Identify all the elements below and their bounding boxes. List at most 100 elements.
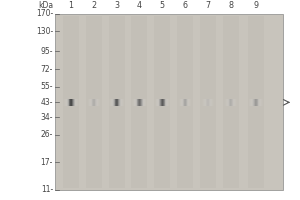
Bar	[163, 99, 164, 106]
Bar	[186, 99, 187, 106]
Bar	[213, 99, 214, 106]
Text: 1: 1	[68, 1, 74, 10]
Bar	[123, 99, 124, 106]
Bar	[169, 99, 170, 106]
Bar	[99, 99, 100, 106]
Bar	[170, 99, 171, 106]
Bar	[156, 99, 157, 106]
Bar	[110, 99, 111, 106]
Bar	[136, 99, 137, 106]
Bar	[232, 99, 233, 106]
Bar	[64, 99, 65, 106]
Bar	[116, 99, 117, 106]
Bar	[70, 99, 71, 106]
Bar	[181, 99, 182, 106]
Bar	[200, 16, 216, 188]
Bar	[97, 99, 98, 106]
Bar	[135, 99, 136, 106]
Text: 72-: 72-	[40, 65, 53, 74]
Bar	[142, 99, 143, 106]
Bar	[138, 99, 139, 106]
Bar	[154, 99, 155, 106]
Bar	[68, 99, 69, 106]
Bar	[252, 99, 253, 106]
Bar	[158, 99, 159, 106]
Bar	[248, 16, 264, 188]
Bar	[109, 99, 110, 106]
Bar	[90, 99, 91, 106]
Bar	[164, 99, 165, 106]
Bar	[256, 99, 257, 106]
Bar	[111, 99, 112, 106]
Bar	[112, 99, 113, 106]
Bar	[67, 99, 68, 106]
Bar	[139, 99, 140, 106]
Bar	[95, 99, 96, 106]
Bar	[161, 99, 162, 106]
Bar	[209, 99, 210, 106]
Bar	[118, 99, 119, 106]
Bar	[117, 99, 118, 106]
Bar	[234, 99, 235, 106]
Bar	[120, 99, 121, 106]
Text: 95-: 95-	[40, 47, 53, 56]
Bar	[233, 99, 234, 106]
Bar	[143, 99, 144, 106]
Bar	[137, 99, 138, 106]
Bar	[147, 99, 148, 106]
Bar	[166, 99, 167, 106]
Bar	[63, 99, 64, 106]
Bar	[86, 99, 87, 106]
Bar	[192, 99, 193, 106]
Text: 5: 5	[160, 1, 165, 10]
Bar	[190, 99, 191, 106]
Text: 34-: 34-	[40, 113, 53, 122]
Bar	[88, 99, 89, 106]
Bar	[257, 99, 258, 106]
Bar	[165, 99, 166, 106]
Bar	[169, 99, 170, 106]
Bar	[201, 99, 202, 106]
Bar	[124, 99, 125, 106]
Bar	[253, 99, 254, 106]
Bar	[162, 99, 163, 106]
Text: 6: 6	[182, 1, 188, 10]
Text: 55-: 55-	[40, 82, 53, 91]
Bar	[157, 99, 158, 106]
Bar	[77, 99, 78, 106]
Bar	[113, 99, 114, 106]
Bar	[87, 99, 88, 106]
Text: 7: 7	[205, 1, 210, 10]
Bar	[167, 99, 168, 106]
Bar	[227, 99, 228, 106]
Bar	[75, 99, 76, 106]
Text: 130-: 130-	[36, 27, 53, 36]
Bar	[140, 99, 141, 106]
Bar	[136, 99, 137, 106]
Bar	[231, 99, 232, 106]
Bar	[78, 99, 79, 106]
Bar	[254, 99, 255, 106]
Bar	[159, 99, 160, 106]
Bar	[63, 16, 79, 188]
Bar	[224, 99, 225, 106]
Bar	[76, 99, 77, 106]
Bar	[229, 99, 230, 106]
Bar	[210, 99, 211, 106]
Bar	[141, 99, 142, 106]
Bar	[251, 99, 252, 106]
Bar	[131, 99, 132, 106]
Bar	[100, 99, 101, 106]
Bar	[250, 99, 251, 106]
Bar	[223, 99, 224, 106]
Bar	[71, 99, 72, 106]
Bar	[258, 99, 259, 106]
Bar	[132, 99, 133, 106]
Bar	[93, 99, 94, 106]
Bar	[249, 99, 250, 106]
Bar	[206, 99, 207, 106]
Bar	[211, 99, 212, 106]
Bar	[247, 99, 248, 106]
Bar	[121, 99, 122, 106]
Bar	[55, 14, 283, 190]
